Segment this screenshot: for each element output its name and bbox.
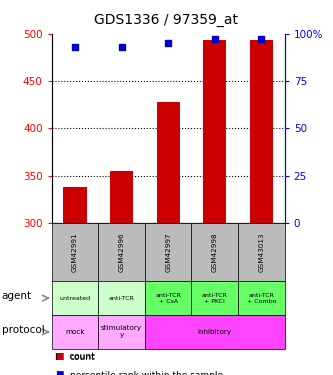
Text: GSM42997: GSM42997 bbox=[165, 232, 171, 272]
Bar bbox=[203, 40, 226, 223]
Text: GSM43013: GSM43013 bbox=[258, 232, 264, 272]
Text: agent: agent bbox=[2, 291, 32, 301]
Bar bbox=[157, 102, 180, 223]
Text: percentile rank within the sample: percentile rank within the sample bbox=[70, 370, 223, 375]
Bar bbox=[63, 187, 87, 223]
Text: GDS1336 / 97359_at: GDS1336 / 97359_at bbox=[95, 13, 238, 27]
Text: GSM42996: GSM42996 bbox=[119, 232, 125, 272]
Point bbox=[72, 44, 78, 50]
Text: ■: ■ bbox=[55, 370, 64, 375]
Point bbox=[166, 40, 171, 46]
Text: ■: ■ bbox=[55, 352, 64, 362]
Text: untreated: untreated bbox=[59, 296, 91, 301]
Text: inhibitory: inhibitory bbox=[198, 329, 232, 335]
Text: anti-TCR
+ Combo: anti-TCR + Combo bbox=[247, 293, 276, 303]
Text: mock: mock bbox=[65, 329, 85, 335]
Text: anti-TCR
+ PKCi: anti-TCR + PKCi bbox=[202, 293, 228, 303]
Text: GSM42991: GSM42991 bbox=[72, 232, 78, 272]
Text: protocol: protocol bbox=[2, 325, 44, 335]
Bar bbox=[250, 40, 273, 223]
Point bbox=[119, 44, 124, 50]
Text: count: count bbox=[70, 352, 96, 362]
Point bbox=[259, 36, 264, 42]
Text: anti-TCR: anti-TCR bbox=[109, 296, 135, 301]
Point bbox=[212, 36, 217, 42]
Text: anti-TCR
+ CsA: anti-TCR + CsA bbox=[155, 293, 181, 303]
Text: GSM42998: GSM42998 bbox=[212, 232, 218, 272]
Text: stimulatory
y: stimulatory y bbox=[101, 326, 142, 338]
Bar bbox=[110, 171, 133, 223]
Text: ■  count: ■ count bbox=[55, 352, 95, 362]
